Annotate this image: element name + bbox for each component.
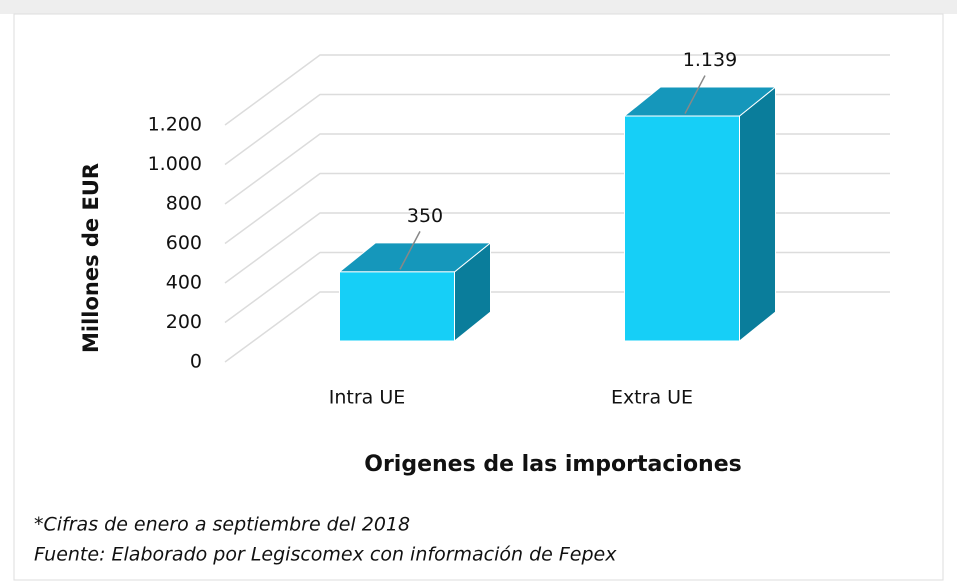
data-label: 350	[407, 205, 443, 227]
leader-line	[399, 231, 421, 270]
x-tick-label: Extra UE	[611, 387, 693, 409]
bar	[339, 271, 455, 342]
y-tick-label: 200	[166, 311, 202, 333]
y-tick-label: 600	[166, 232, 202, 254]
y-tick-label: 1.200	[148, 114, 202, 136]
x-axis-label: Origenes de las importaciones	[364, 452, 741, 477]
footnote: *Cifras de enero a septiembre del 2018	[34, 514, 410, 536]
y-tick-label: 0	[190, 351, 202, 373]
bar-side	[739, 86, 776, 343]
source-note: Fuente: Elaborado por Legiscomex con inf…	[34, 544, 617, 566]
x-tick-label: Intra UE	[329, 387, 406, 409]
y-axis-label: Millones de EUR	[79, 163, 103, 353]
top-band	[0, 0, 957, 14]
y-tick-label: 400	[166, 272, 202, 294]
data-label: 1.139	[683, 49, 737, 71]
bar	[624, 115, 740, 342]
grid-line	[224, 54, 890, 126]
y-tick-label: 800	[166, 193, 202, 215]
y-tick-label: 1.000	[148, 153, 202, 175]
leader-line	[684, 75, 706, 114]
